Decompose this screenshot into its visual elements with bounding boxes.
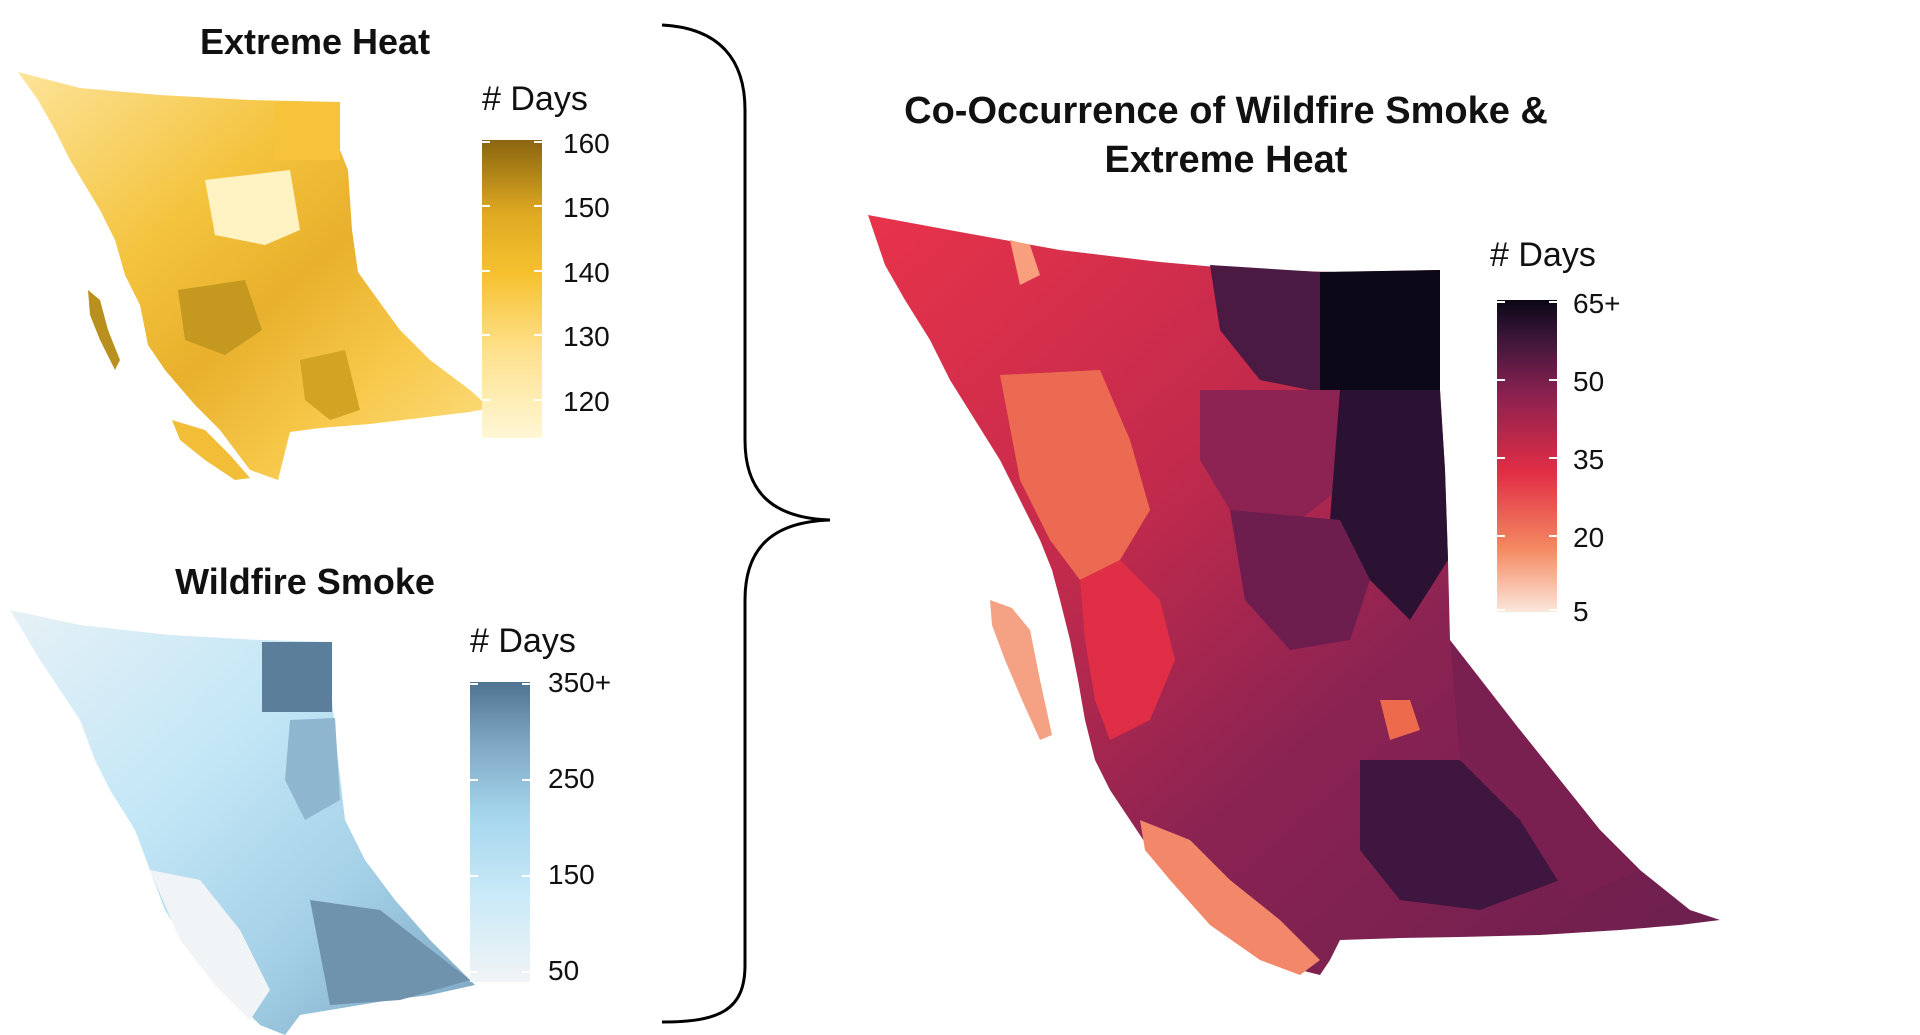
combined-legend-tick-label: 50 xyxy=(1573,366,1604,397)
heat-legend-tick-label: 130 xyxy=(563,321,610,352)
smoke-legend-colorbar xyxy=(470,682,530,982)
combined-legend-ticks xyxy=(1497,301,1557,611)
combined-region-northwest-pale xyxy=(1010,240,1040,285)
smoke-legend-tick-label: 250 xyxy=(548,763,595,794)
heat-region-dark-northeast xyxy=(275,102,340,160)
combined-map xyxy=(868,215,1720,975)
combined-region-southeast-plum xyxy=(1450,640,1640,900)
combined-region-northwest-salmon xyxy=(1000,370,1150,580)
heat-legend-tick-label: 160 xyxy=(563,128,610,159)
smoke-region-mid-east xyxy=(285,718,340,820)
heat-region-vancouver-island xyxy=(172,420,250,480)
smoke-legend-tick-label: 150 xyxy=(548,859,595,890)
combined-legend-title: # Days xyxy=(1490,236,1596,274)
heat-panel-title: Extreme Heat xyxy=(200,21,430,62)
combined-panel: Co-Occurrence of Wildfire Smoke & Extrem… xyxy=(868,90,1720,975)
smoke-panel-title: Wildfire Smoke xyxy=(175,561,435,602)
smoke-panel: Wildfire Smoke # Days 350+ 250 150 50 xyxy=(10,561,611,1035)
combined-panel-title-line1: Co-Occurrence of Wildfire Smoke & xyxy=(904,90,1548,132)
heat-region-dark-central xyxy=(178,280,262,355)
combined-region-northeast-darkest xyxy=(1320,270,1440,392)
heat-region-island xyxy=(88,290,120,370)
smoke-region-light-coast xyxy=(150,870,270,1020)
heat-legend-tick-label: 120 xyxy=(563,386,610,417)
heat-region-light-north-central xyxy=(205,170,300,245)
combined-region-vancouver-island xyxy=(1140,820,1320,975)
heat-legend-title: # Days xyxy=(482,80,588,118)
smoke-map xyxy=(10,610,475,1035)
smoke-legend-tick-label: 350+ xyxy=(548,667,611,698)
combined-legend: # Days 65+ 50 35 20 5 xyxy=(1490,236,1621,627)
heat-panel: Extreme Heat # Days 160 150 140 130 xyxy=(18,21,610,480)
heat-legend-tick-label: 150 xyxy=(563,192,610,223)
smoke-legend: # Days 350+ 250 150 50 xyxy=(470,622,611,986)
heat-map xyxy=(18,72,490,480)
smoke-region-dark-northeast xyxy=(262,642,332,712)
combined-region-south-orange xyxy=(1380,700,1420,740)
heat-map-province-shape xyxy=(18,72,490,480)
combined-region-haida-gwaii xyxy=(990,600,1052,740)
heat-legend-colorbar xyxy=(482,140,542,438)
combined-legend-tick-label: 35 xyxy=(1573,444,1604,475)
heat-legend: # Days 160 150 140 130 120 xyxy=(482,80,610,438)
heat-legend-ticks xyxy=(482,141,542,401)
combined-panel-title-line2: Extreme Heat xyxy=(1105,139,1348,181)
smoke-region-dark-southeast xyxy=(310,900,470,1005)
combined-legend-tick-label: 65+ xyxy=(1573,288,1621,319)
combined-legend-colorbar xyxy=(1497,300,1557,612)
combined-region-southeast-dark xyxy=(1360,760,1560,910)
combined-region-central-plum xyxy=(1200,390,1350,520)
combined-region-north-plum xyxy=(1210,265,1320,392)
combining-brace xyxy=(661,23,831,1024)
smoke-legend-tick-label: 50 xyxy=(548,955,579,986)
combined-legend-tick-label: 20 xyxy=(1573,522,1604,553)
combined-legend-tick-label: 5 xyxy=(1573,596,1589,627)
smoke-legend-title: # Days xyxy=(470,622,576,660)
combined-region-coast-red xyxy=(1080,560,1175,740)
combined-region-central-deep xyxy=(1230,510,1370,650)
heat-legend-tick-label: 140 xyxy=(563,257,610,288)
smoke-legend-ticks xyxy=(470,683,530,973)
heat-region-dark-south xyxy=(300,350,360,420)
